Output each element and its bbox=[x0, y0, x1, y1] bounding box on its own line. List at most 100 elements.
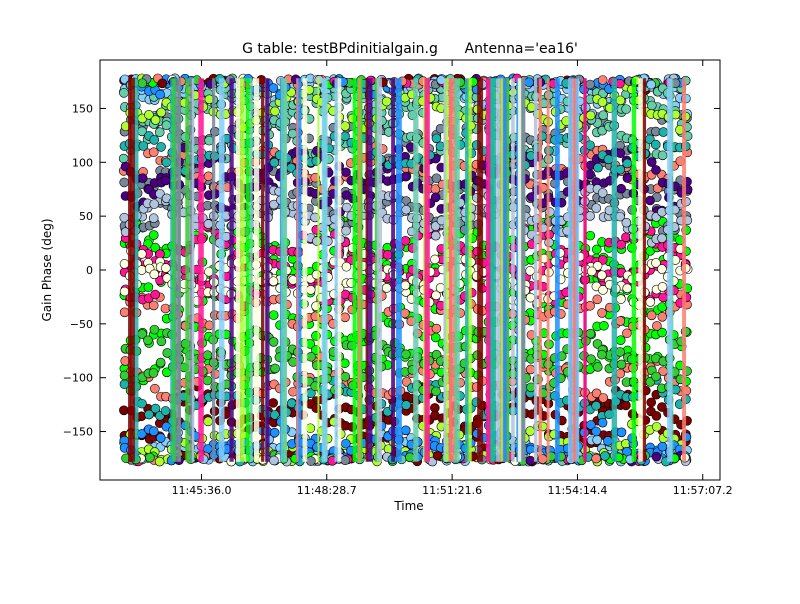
data-point bbox=[150, 289, 160, 300]
data-point bbox=[148, 426, 159, 437]
data-point bbox=[599, 320, 609, 331]
data-point bbox=[342, 202, 352, 213]
data-point bbox=[585, 79, 595, 90]
data-point bbox=[400, 171, 411, 182]
data-point bbox=[591, 453, 601, 464]
data-point bbox=[585, 300, 595, 311]
data-point bbox=[431, 290, 441, 301]
data-point bbox=[430, 254, 440, 265]
data-point bbox=[622, 173, 633, 183]
data-point bbox=[340, 371, 351, 382]
data-point bbox=[401, 377, 412, 387]
data-point bbox=[157, 78, 168, 89]
data-point bbox=[161, 175, 171, 186]
data-point bbox=[622, 328, 632, 339]
data-point bbox=[621, 400, 631, 411]
data-point bbox=[148, 368, 159, 378]
data-point bbox=[150, 242, 161, 253]
data-point bbox=[306, 351, 316, 362]
data-point bbox=[312, 236, 322, 246]
data-point bbox=[615, 148, 626, 159]
data-point bbox=[525, 455, 536, 466]
data-point bbox=[155, 89, 165, 100]
data-point bbox=[592, 294, 603, 305]
data-point bbox=[268, 337, 279, 347]
data-point bbox=[143, 282, 154, 292]
data-point bbox=[270, 363, 280, 374]
data-point bbox=[150, 383, 160, 394]
data-point bbox=[400, 235, 411, 246]
data-point bbox=[401, 349, 411, 360]
data-point bbox=[340, 455, 351, 466]
data-point bbox=[119, 88, 129, 98]
data-point bbox=[650, 139, 661, 150]
data-point bbox=[268, 398, 279, 408]
data-point bbox=[269, 427, 280, 438]
data-point bbox=[622, 283, 633, 294]
data-point bbox=[202, 375, 213, 386]
data-point bbox=[651, 411, 662, 421]
data-point bbox=[154, 127, 165, 138]
data-point bbox=[155, 188, 165, 199]
data-point bbox=[651, 451, 662, 462]
series-lines bbox=[128, 78, 687, 462]
data-point bbox=[651, 421, 662, 432]
data-point bbox=[657, 312, 668, 322]
data-point bbox=[149, 199, 160, 209]
data-point bbox=[586, 354, 596, 364]
data-point bbox=[119, 259, 130, 269]
data-point bbox=[597, 75, 608, 85]
data-point bbox=[431, 173, 442, 184]
data-point bbox=[149, 135, 160, 145]
data-point bbox=[592, 435, 602, 445]
data-point bbox=[310, 212, 320, 223]
data-point bbox=[615, 335, 626, 346]
data-point bbox=[593, 162, 603, 173]
data-point bbox=[119, 177, 129, 188]
data-point bbox=[381, 283, 392, 293]
x-tick-label: 11:45:36.0 bbox=[172, 484, 232, 497]
data-point bbox=[431, 386, 441, 397]
data-point bbox=[591, 203, 602, 213]
data-point bbox=[144, 409, 154, 420]
data-point bbox=[311, 156, 322, 166]
data-point bbox=[138, 141, 149, 151]
data-point bbox=[646, 79, 656, 90]
data-point bbox=[269, 455, 279, 466]
data-point bbox=[652, 321, 662, 331]
data-point bbox=[591, 400, 601, 411]
data-point bbox=[341, 438, 351, 449]
data-point bbox=[616, 359, 627, 370]
data-point bbox=[149, 269, 160, 280]
data-point bbox=[161, 263, 171, 273]
data-point bbox=[621, 104, 631, 114]
data-point bbox=[651, 258, 661, 268]
y-axis-label: Gain Phase (deg) bbox=[40, 218, 54, 321]
x-tick-label: 11:48:28.7 bbox=[297, 484, 357, 497]
data-point bbox=[657, 402, 667, 412]
data-point bbox=[621, 232, 631, 243]
data-point bbox=[592, 362, 603, 372]
y-tick-label: 100 bbox=[72, 156, 93, 169]
x-axis-ticks: 11:45:36.0 11:48:28.7 11:51:21.6 11:54:14.4… bbox=[172, 60, 733, 497]
data-point bbox=[645, 195, 655, 206]
data-point bbox=[156, 107, 167, 118]
data-point bbox=[268, 310, 279, 320]
data-point bbox=[597, 308, 607, 318]
data-point bbox=[591, 426, 601, 437]
data-point bbox=[119, 286, 130, 297]
y-tick-label: 0 bbox=[86, 264, 93, 277]
x-tick-label: 11:57:07.2 bbox=[673, 484, 733, 497]
data-point bbox=[616, 294, 626, 304]
data-point bbox=[615, 316, 626, 326]
data-point bbox=[597, 270, 607, 281]
data-point bbox=[340, 121, 351, 131]
data-point bbox=[597, 349, 607, 360]
data-point bbox=[525, 426, 536, 436]
data-point bbox=[400, 425, 411, 436]
data-point bbox=[657, 327, 667, 338]
data-point bbox=[161, 120, 172, 131]
y-axis-ticks: −150 −100 −50 0 50 100 150 bbox=[63, 102, 720, 439]
